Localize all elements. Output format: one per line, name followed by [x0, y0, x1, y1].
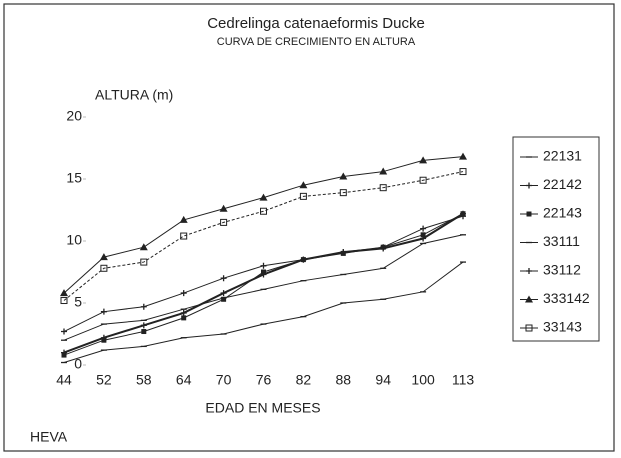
chart-subtitle: CURVA DE CRECIMIENTO EN ALTURA — [217, 36, 416, 48]
marker — [140, 303, 147, 310]
marker — [61, 349, 67, 356]
marker — [221, 296, 227, 302]
frame — [3, 3, 615, 452]
x-tick-label: 82 — [296, 372, 312, 388]
y-tick-label: 15 — [66, 170, 82, 186]
marker — [61, 328, 67, 335]
marker — [220, 275, 227, 282]
marker — [459, 168, 467, 176]
marker — [300, 256, 307, 263]
x-tick-label: 100 — [411, 372, 435, 388]
marker — [420, 225, 427, 232]
marker — [140, 258, 148, 266]
y-tick-label: 5 — [74, 294, 82, 310]
note: HEVA — [30, 429, 68, 445]
x-tick-label: 52 — [96, 372, 112, 388]
marker — [340, 249, 347, 256]
marker — [419, 156, 428, 164]
marker — [525, 324, 533, 332]
series-line — [63, 212, 464, 354]
chart-title: Cedrelinga catenaeformis Ducke — [207, 15, 425, 32]
marker — [220, 218, 228, 226]
y-tick-label: 20 — [66, 108, 82, 124]
series-line — [63, 213, 464, 356]
y-axis-label: ALTURA (m) — [95, 87, 173, 103]
marker — [219, 204, 228, 212]
legend-label: 22143 — [543, 205, 582, 221]
marker — [99, 253, 108, 261]
marker — [60, 297, 68, 305]
marker — [220, 290, 227, 297]
marker — [140, 322, 147, 329]
marker — [379, 184, 387, 192]
x-tick-label: 70 — [216, 372, 232, 388]
marker — [100, 264, 108, 272]
marker — [339, 172, 348, 180]
marker — [260, 271, 267, 278]
x-tick-label: 64 — [176, 372, 192, 388]
y-tick-label: 10 — [66, 232, 82, 248]
marker — [179, 215, 188, 223]
marker — [299, 192, 307, 200]
marker — [380, 245, 387, 252]
x-tick-label: 76 — [256, 372, 272, 388]
marker — [259, 193, 268, 201]
marker — [180, 232, 188, 240]
legend-label: 333142 — [543, 290, 590, 306]
marker — [420, 232, 426, 238]
legend-label: 33143 — [543, 319, 582, 335]
x-axis-label: EDAD EN MESES — [205, 400, 320, 416]
marker — [299, 181, 308, 189]
x-tick-label: 44 — [56, 372, 72, 388]
marker — [139, 243, 148, 251]
legend-label: 22142 — [543, 176, 582, 192]
marker — [60, 289, 68, 297]
marker — [460, 210, 466, 217]
y-tick-label: 0 — [74, 356, 82, 372]
marker — [379, 167, 388, 175]
series-line — [63, 171, 464, 301]
x-tick-label: 88 — [336, 372, 352, 388]
legend-label: 33111 — [543, 233, 580, 249]
marker — [141, 329, 147, 335]
marker — [525, 295, 533, 303]
marker — [100, 308, 107, 315]
marker — [419, 176, 427, 184]
marker — [526, 182, 532, 189]
marker — [526, 268, 532, 274]
legend-label: 33112 — [543, 262, 581, 278]
marker — [100, 334, 107, 341]
marker — [181, 315, 187, 321]
x-tick-label: 113 — [452, 372, 475, 388]
marker — [260, 207, 267, 215]
legend-label: 22131 — [543, 148, 582, 164]
marker — [526, 211, 532, 217]
marker — [180, 309, 187, 316]
marker — [459, 152, 467, 160]
marker — [339, 189, 347, 197]
legend-box — [512, 136, 600, 342]
x-tick-label: 58 — [136, 372, 152, 388]
x-tick-label: 94 — [375, 372, 391, 388]
marker — [420, 235, 427, 242]
marker — [260, 262, 267, 269]
marker — [180, 290, 187, 297]
